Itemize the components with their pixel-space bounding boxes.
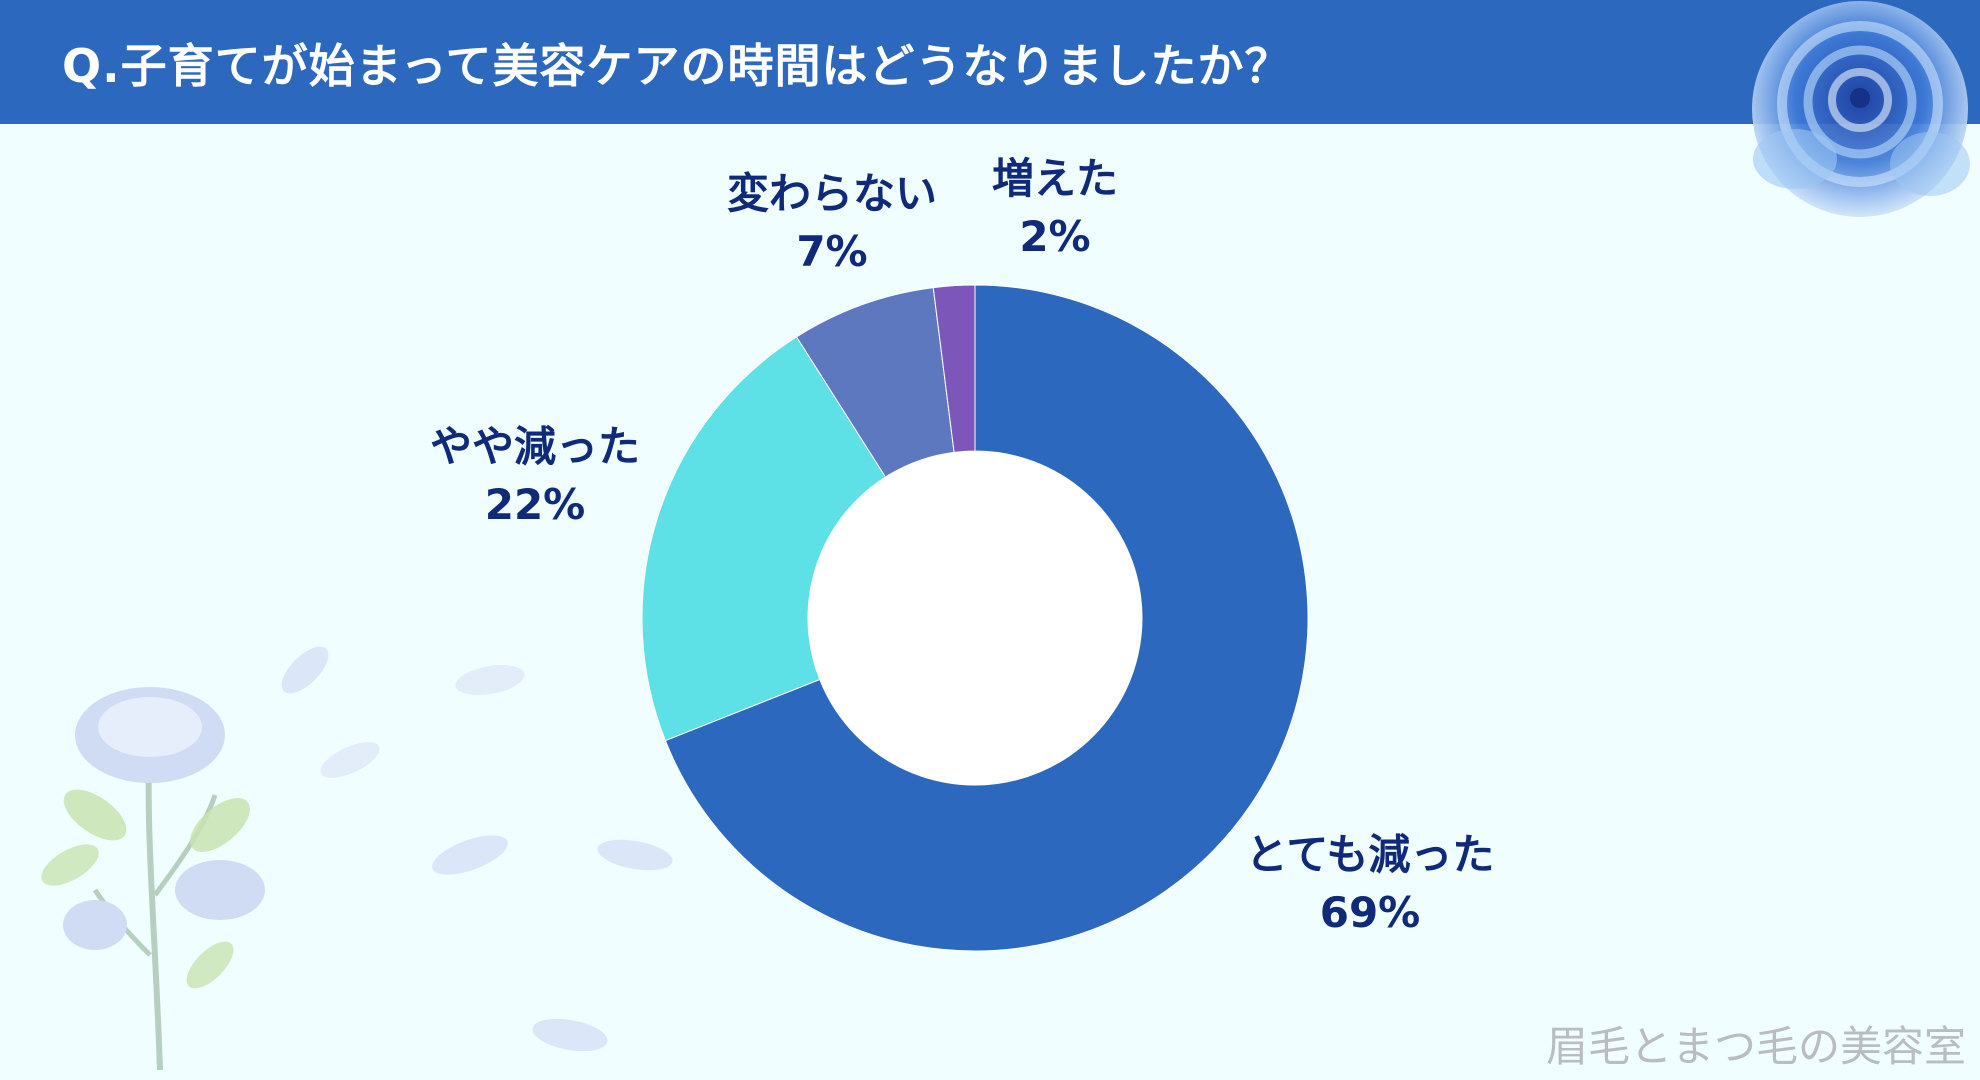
slice-label-2-category: やや減った (429, 422, 641, 471)
slice-label-4: 増えた 2% (992, 150, 1118, 266)
slice-label-1: とても減った 69% (1246, 826, 1495, 942)
watermark: 眉毛とまつ毛の美容室 (1545, 1022, 1966, 1071)
slice-label-1-category: とても減った (1245, 830, 1495, 879)
slice-label-3-value: 7% (796, 227, 868, 276)
blue-rose-icon (1752, 1, 1970, 217)
slice-label-2: やや減った 22% (430, 418, 640, 534)
page-title: Q.子育てが始まって美容ケアの時間はどうなりましたか？ (62, 39, 1292, 93)
slice-label-1-value: 69% (1319, 888, 1421, 937)
slice-label-4-category: 増えた (991, 154, 1119, 203)
blue-rose-branch-icon (41, 687, 265, 1071)
title-bar: Q.子育てが始まって美容ケアの時間はどうなりましたか？ (0, 0, 1980, 124)
slice-label-3-category: 変わらない (726, 169, 938, 218)
donut-hole (808, 451, 1142, 785)
petal-icon (281, 646, 673, 1052)
slice-label-2-value: 22% (484, 480, 586, 529)
slice-label-3: 変わらない 7% (727, 165, 937, 281)
slice-label-4-value: 2% (1019, 212, 1091, 261)
